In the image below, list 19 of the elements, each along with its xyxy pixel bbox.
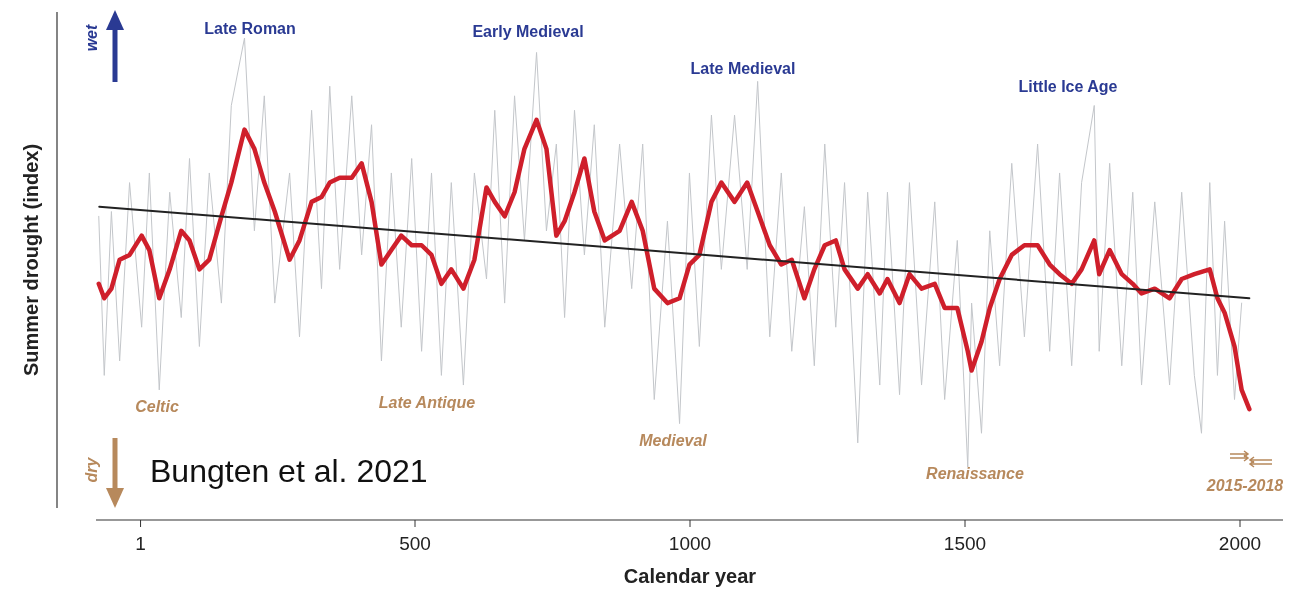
- annotation: Late Medieval: [690, 60, 796, 78]
- x-tick-label: 1000: [668, 533, 712, 554]
- annotation: wet: [83, 23, 101, 52]
- annotation: dry: [83, 456, 101, 483]
- annotation: Renaissance: [926, 465, 1025, 483]
- annotation: Celtic: [135, 398, 179, 416]
- annotation: Early Medieval: [472, 23, 584, 41]
- x-tick-label: 1500: [943, 533, 987, 554]
- x-tick-label: 1: [135, 533, 146, 554]
- x-tick-label: 2000: [1218, 533, 1262, 554]
- text: Late Roman: [204, 20, 296, 38]
- annotation: Medieval: [639, 432, 708, 450]
- annotation: Bungten et al. 2021: [150, 453, 428, 490]
- y-axis-title: Summer drought (index): [20, 143, 42, 377]
- annotation: Late Antique: [378, 394, 476, 412]
- annotation: Little Ice Age: [1018, 78, 1118, 96]
- annotation: 2015-2018: [1205, 477, 1284, 495]
- x-axis-title: Calendar year: [623, 565, 757, 587]
- x-tick-label: 500: [399, 533, 431, 554]
